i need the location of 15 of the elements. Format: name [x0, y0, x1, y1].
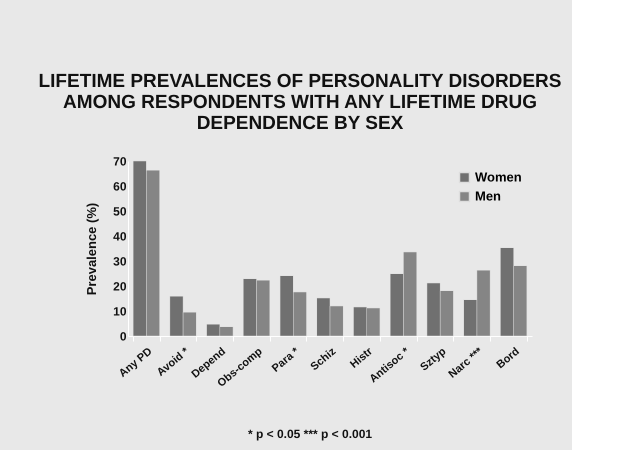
y-tick-label: 10 — [113, 304, 127, 318]
y-tick-label: 60 — [113, 180, 127, 194]
y-tick-label: 40 — [113, 230, 127, 244]
y-tick-label: 20 — [113, 280, 127, 294]
x-tick-label: Any PD — [116, 345, 155, 380]
chart-title: LIFETIME PREVALENCES OF PERSONALITY DISORDERS AMONG RESPONDENTS WITH ANY LIFETIME DRUG DEPENDENCE BY SEX — [38, 71, 562, 134]
y-tick-label: 50 — [113, 204, 127, 218]
legend-label: Men — [475, 188, 502, 204]
y-tick-label: 30 — [113, 254, 127, 268]
y-tick-label: 70 — [113, 154, 127, 168]
text: * p < 0.05 *** p < 0.001 — [248, 427, 372, 441]
legend-label: Women — [475, 170, 522, 184]
x-tick-label: Para * — [270, 345, 302, 375]
y-axis-title: Prevalence (%) — [84, 202, 100, 296]
y-tick-label: 0 — [120, 330, 127, 344]
